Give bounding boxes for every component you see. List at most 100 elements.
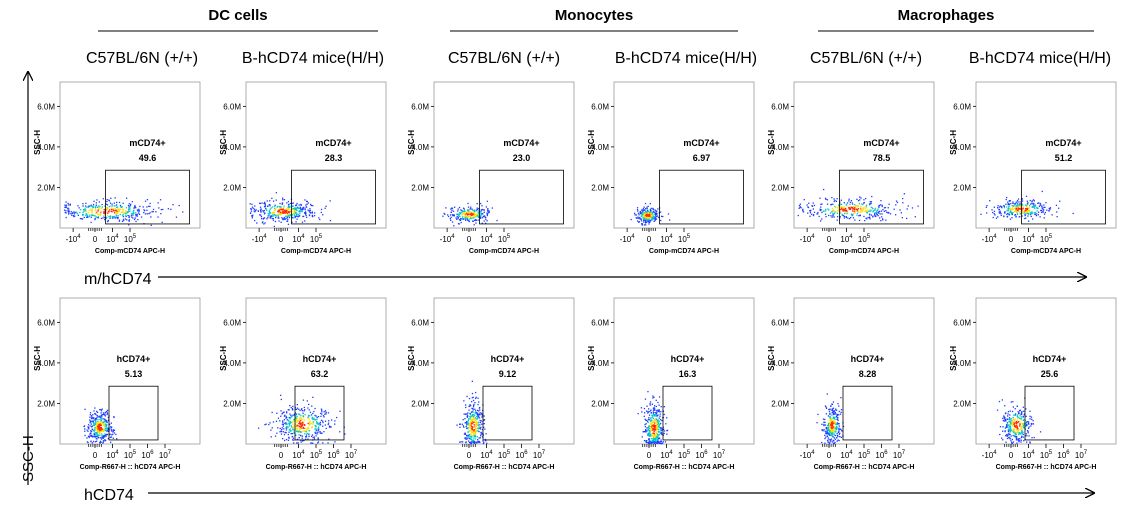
event-dot xyxy=(833,433,835,435)
event-dot xyxy=(291,221,293,223)
event-dot xyxy=(1028,423,1030,425)
event-dot xyxy=(831,435,833,437)
event-dot xyxy=(1019,417,1021,419)
event-dot xyxy=(275,192,277,194)
event-dot xyxy=(99,434,101,436)
event-dot xyxy=(98,431,100,433)
event-dot xyxy=(314,428,316,430)
event-dot xyxy=(311,211,313,213)
event-dot xyxy=(464,422,466,424)
event-dot xyxy=(275,208,277,210)
event-dot xyxy=(647,214,649,216)
event-dot xyxy=(1039,202,1041,205)
event-dot xyxy=(88,209,90,211)
event-dot xyxy=(811,213,813,215)
event-dot xyxy=(472,421,475,423)
event-dot xyxy=(275,420,278,422)
event-dot xyxy=(456,213,458,215)
event-dot xyxy=(834,421,836,424)
event-dot xyxy=(647,210,650,213)
event-dot xyxy=(314,431,316,433)
event-dot xyxy=(90,204,92,206)
event-dot xyxy=(97,430,99,432)
event-dot xyxy=(829,422,831,424)
event-dot xyxy=(97,420,99,422)
event-dot xyxy=(298,437,300,439)
event-dot xyxy=(1001,207,1003,209)
x-tick-label: 106 xyxy=(875,450,888,460)
event-dot xyxy=(802,210,804,212)
event-dot xyxy=(114,207,116,210)
event-dot xyxy=(865,206,868,208)
event-dot xyxy=(1055,204,1058,206)
event-dot xyxy=(992,211,994,214)
event-dot xyxy=(292,428,294,430)
event-dot xyxy=(467,412,469,414)
x-tick-label: 106 xyxy=(141,450,154,460)
event-dot xyxy=(651,429,653,431)
event-dot xyxy=(651,435,653,437)
event-dot xyxy=(99,421,101,423)
event-dot xyxy=(315,426,317,428)
event-dot xyxy=(1007,430,1010,432)
event-dot xyxy=(649,404,651,406)
event-dot xyxy=(105,434,107,436)
event-dot xyxy=(842,210,844,212)
event-dot xyxy=(1022,205,1024,207)
x-tick-label: -104 xyxy=(982,450,998,460)
event-dot xyxy=(115,216,117,218)
event-dot xyxy=(307,427,310,429)
event-dot xyxy=(288,212,290,214)
event-dot xyxy=(861,203,863,205)
event-dot xyxy=(121,220,124,222)
event-dot xyxy=(252,214,254,216)
event-dot xyxy=(106,207,108,209)
event-dot xyxy=(992,216,994,219)
event-dot xyxy=(111,203,113,205)
event-dot xyxy=(841,213,844,216)
event-dot xyxy=(322,425,324,427)
event-dot xyxy=(991,209,993,211)
event-dot xyxy=(477,427,479,430)
event-dot xyxy=(109,436,112,438)
event-dot xyxy=(308,409,310,411)
event-dot xyxy=(653,437,655,439)
event-dot xyxy=(1012,434,1014,437)
y-axis-label: SSC-H xyxy=(219,130,228,155)
event-dot xyxy=(292,208,294,210)
event-dot xyxy=(481,205,483,207)
event-dot xyxy=(1017,421,1019,424)
event-dot xyxy=(874,212,876,214)
event-dot xyxy=(836,198,838,200)
event-dot xyxy=(1036,207,1038,209)
event-dot xyxy=(125,212,127,214)
gate-name: mCD74+ xyxy=(129,138,165,148)
event-dot xyxy=(1011,212,1013,214)
event-dot xyxy=(86,215,88,218)
event-dot xyxy=(472,409,474,411)
event-dot xyxy=(1027,421,1029,423)
event-dot xyxy=(115,433,117,436)
event-dot xyxy=(1004,419,1006,422)
event-dot xyxy=(471,440,473,443)
y-axis-label: SSC-H xyxy=(587,130,596,155)
event-dot xyxy=(817,413,819,416)
event-dot xyxy=(658,422,660,425)
event-dot xyxy=(863,206,865,209)
event-dot xyxy=(854,204,856,206)
event-dot xyxy=(256,222,258,224)
event-dot xyxy=(482,213,484,215)
event-dot xyxy=(307,414,310,416)
event-dot xyxy=(821,211,823,214)
event-dot xyxy=(1018,440,1020,442)
event-dot xyxy=(1010,212,1012,214)
event-dot xyxy=(282,199,284,201)
event-dot xyxy=(470,415,473,417)
event-dot xyxy=(837,423,839,425)
event-dot xyxy=(488,211,490,213)
event-dot xyxy=(637,413,639,415)
event-dot xyxy=(1026,212,1029,215)
event-dot xyxy=(1011,205,1013,207)
event-dot xyxy=(312,423,315,425)
event-dot xyxy=(458,223,460,225)
